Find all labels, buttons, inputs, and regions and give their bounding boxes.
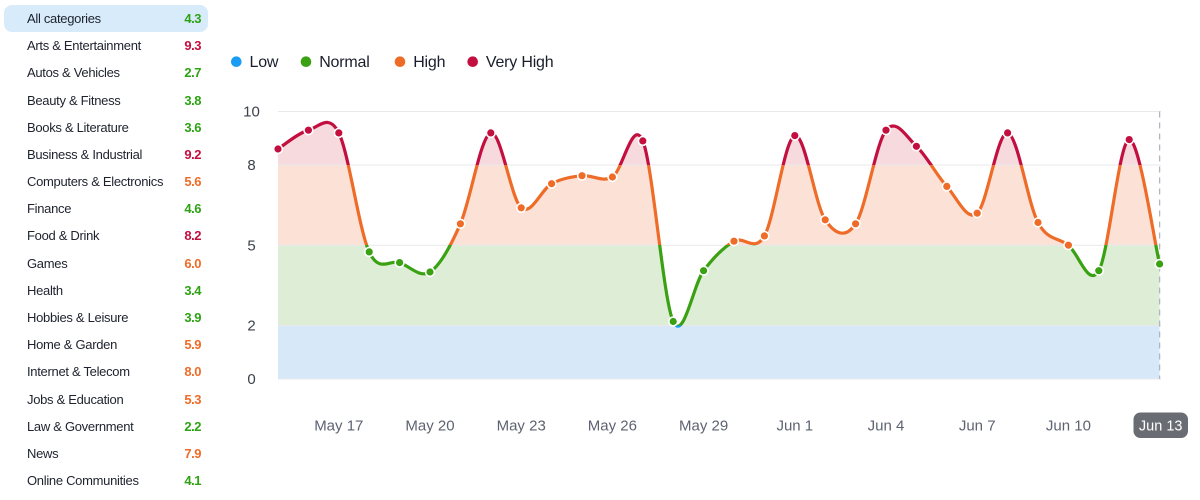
svg-text:Jun 4: Jun 4 <box>868 418 905 435</box>
svg-text:Very High: Very High <box>486 54 554 71</box>
svg-text:May 17: May 17 <box>314 418 363 435</box>
svg-text:0: 0 <box>247 371 255 388</box>
svg-text:Low: Low <box>250 54 279 71</box>
svg-text:High: High <box>413 54 445 71</box>
svg-text:May 29: May 29 <box>679 418 728 435</box>
svg-text:Jun 1: Jun 1 <box>776 418 813 435</box>
svg-text:Jun 10: Jun 10 <box>1046 418 1091 435</box>
svg-text:Jun 13: Jun 13 <box>1139 419 1183 435</box>
svg-text:5: 5 <box>247 237 255 254</box>
svg-text:2: 2 <box>247 318 255 335</box>
svg-text:May 23: May 23 <box>497 418 546 435</box>
svg-text:Normal: Normal <box>319 54 369 71</box>
svg-text:Jun 7: Jun 7 <box>959 418 996 435</box>
svg-text:May 26: May 26 <box>588 418 637 435</box>
svg-text:May 20: May 20 <box>405 418 454 435</box>
svg-text:10: 10 <box>243 104 260 121</box>
svg-text:8: 8 <box>247 157 255 174</box>
